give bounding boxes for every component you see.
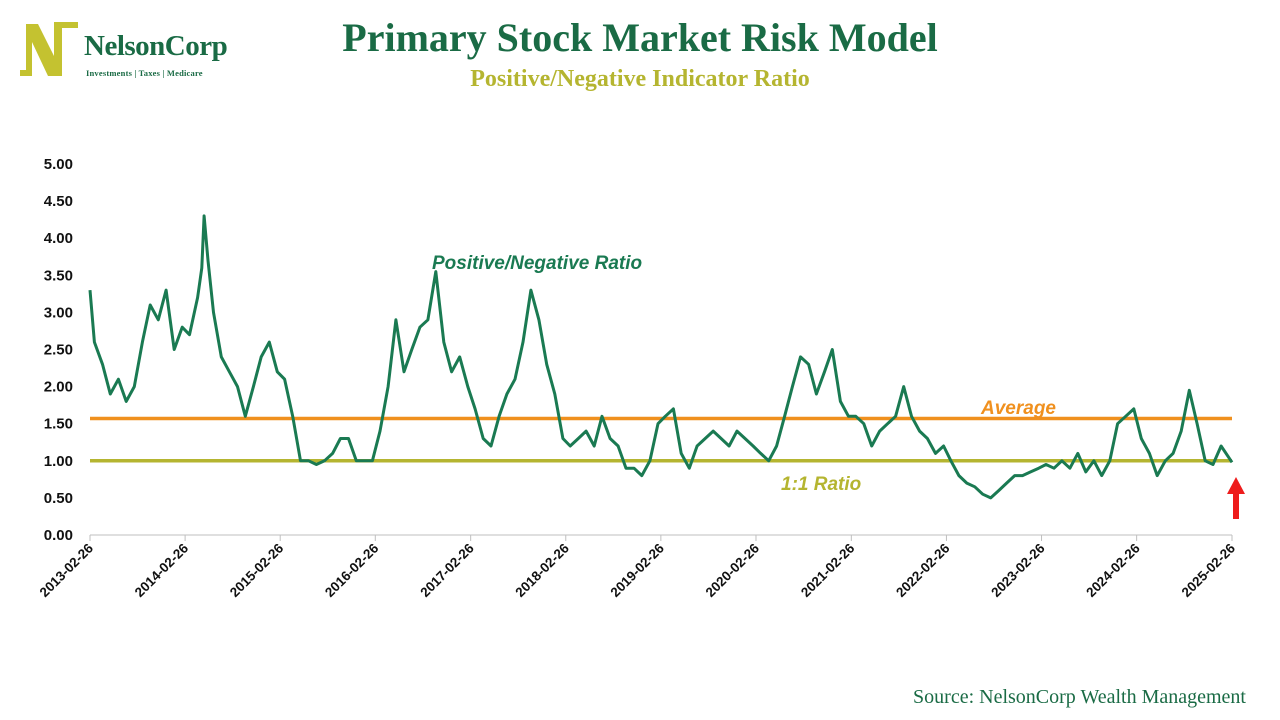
series-line-positive-negative-ratio (88, 214, 1234, 500)
x-tick-label: 2021-02-26 (798, 540, 858, 600)
y-tick-label: 5.00 (44, 156, 73, 173)
arrow-shape (1227, 477, 1245, 519)
x-tick-label: 2018-02-26 (512, 540, 572, 600)
x-tick-label: 2017-02-26 (417, 540, 477, 600)
x-tick-label: 2025-02-26 (1179, 540, 1239, 600)
y-tick-label: 3.50 (44, 267, 73, 284)
y-tick-label: 2.00 (44, 379, 73, 396)
y-tick-label: 1.50 (44, 416, 73, 433)
x-tick-label: 2013-02-26 (37, 540, 97, 600)
ratio-label: 1:1 Ratio (781, 474, 861, 495)
x-tick-label: 2019-02-26 (608, 540, 668, 600)
x-tick-label: 2020-02-26 (703, 540, 763, 600)
nelsoncorp-logo: NelsonCorp Investments | Taxes | Medicar… (18, 22, 238, 84)
red-up-arrow-icon (1227, 477, 1245, 519)
y-tick-label: 1.00 (44, 453, 73, 470)
y-tick-label: 3.00 (44, 304, 73, 321)
logo-n-mark-icon (20, 22, 78, 76)
chart-title: Primary Stock Market Risk Model (342, 15, 938, 60)
logo-tagline: Investments | Taxes | Medicare (86, 68, 203, 78)
y-axis-ticks: 0.00 0.50 1.00 1.50 2.00 2.50 3.00 3.50 4.00 4.50… (44, 156, 73, 544)
x-tick-label: 2014-02-26 (132, 540, 192, 600)
x-tick-label: 2016-02-26 (322, 540, 382, 600)
series-label: Positive/Negative Ratio (432, 253, 642, 274)
y-tick-label: 2.50 (44, 342, 73, 359)
x-axis-ticks: 2013-02-26 2014-02-26 2015-02-26 2016-02-26… (37, 535, 1239, 600)
chart-subtitle: Positive/Negative Indicator Ratio (470, 66, 810, 92)
y-tick-label: 0.50 (44, 490, 73, 507)
source-note: Source: NelsonCorp Wealth Management (913, 686, 1246, 708)
x-tick-label: 2024-02-26 (1083, 540, 1143, 600)
y-tick-label: 4.50 (44, 193, 73, 210)
x-tick-label: 2015-02-26 (227, 540, 287, 600)
x-tick-label: 2023-02-26 (988, 540, 1048, 600)
x-tick-label: 2022-02-26 (893, 540, 953, 600)
y-tick-label: 4.00 (44, 230, 73, 247)
average-label: Average (980, 398, 1056, 419)
y-tick-label: 0.00 (44, 527, 73, 544)
logo-name: NelsonCorp (84, 30, 228, 62)
